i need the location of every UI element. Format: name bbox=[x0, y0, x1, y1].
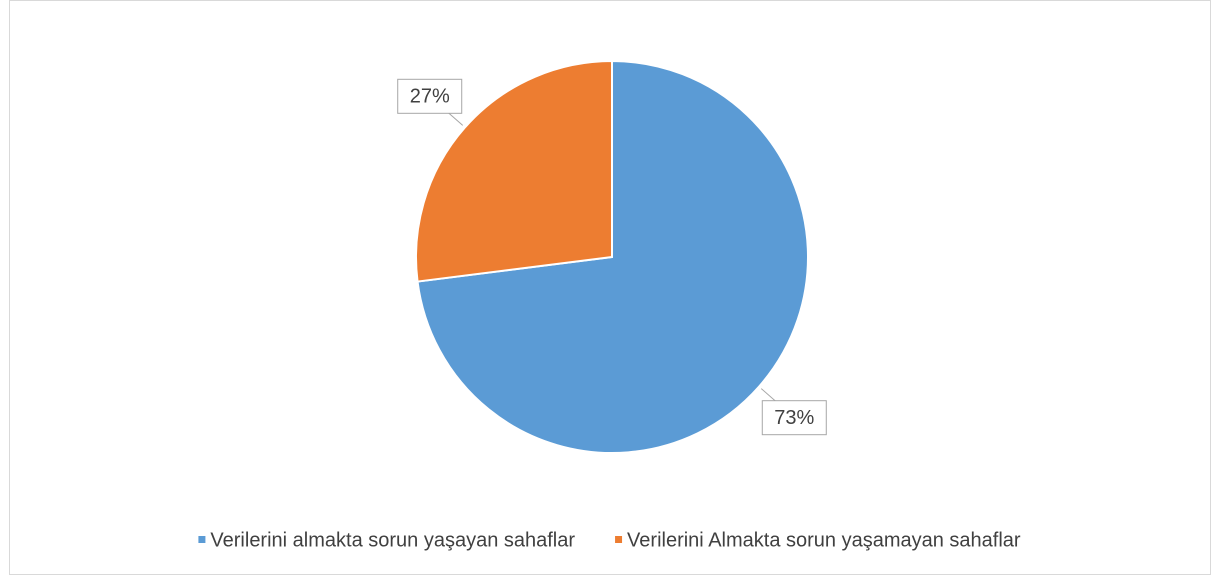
legend-label: Verilerini almakta sorun yaşayan sahafla… bbox=[210, 529, 575, 551]
pie-slice bbox=[415, 59, 613, 283]
legend-label: Verilerini Almakta sorun yaşamayan sahaf… bbox=[627, 529, 1021, 551]
legend-swatch bbox=[615, 536, 623, 543]
legend-swatch bbox=[198, 536, 206, 543]
data-label-box bbox=[761, 400, 827, 436]
data-label-box bbox=[397, 78, 463, 114]
data-label: 73% bbox=[774, 407, 814, 429]
data-label: 27% bbox=[410, 86, 450, 108]
